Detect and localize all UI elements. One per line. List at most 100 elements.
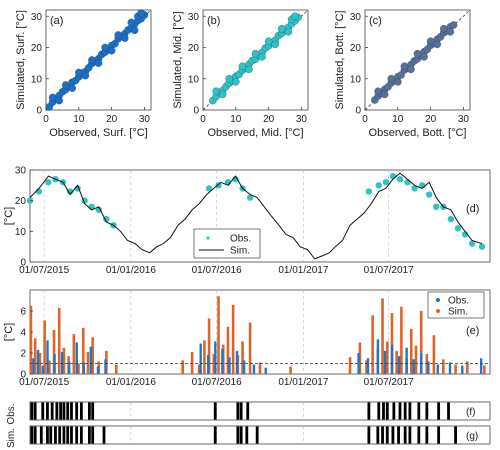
data-point <box>81 71 90 80</box>
data-point <box>225 75 233 83</box>
y-axis-label: Simulated, Bott. [°C] <box>334 10 346 109</box>
event-bar <box>236 426 240 444</box>
event-bar <box>62 402 66 420</box>
x-tick-label: 01/01/2017 <box>278 265 328 276</box>
x-tick-label: 01/07/2017 <box>364 265 414 276</box>
data-point <box>61 81 70 89</box>
event-bar <box>398 402 402 420</box>
y-axis-label: Simulated, Mid. [°C] <box>172 11 184 108</box>
event-bar <box>30 402 34 420</box>
y-tick-label: 30 <box>15 166 27 177</box>
event-bar <box>66 426 70 444</box>
obs-point <box>205 185 213 192</box>
obs-point <box>382 179 390 186</box>
x-tick-label: 01/01/2017 <box>278 377 328 388</box>
event-bar <box>213 402 217 420</box>
data-point <box>245 65 253 74</box>
data-point <box>68 84 77 92</box>
event-bar <box>367 426 371 444</box>
event-bar <box>66 402 70 420</box>
event-bar <box>87 402 91 420</box>
legend-sim-label: Sim. <box>230 246 250 257</box>
y-tick-label: 0 <box>193 106 199 117</box>
data-point <box>400 62 409 71</box>
event-bar <box>245 426 249 444</box>
y-tick-label: 20 <box>188 43 200 54</box>
x-tick-label: 0 <box>362 114 368 125</box>
y-tick-label: 10 <box>188 74 200 85</box>
event-bar <box>425 402 429 420</box>
data-point <box>55 96 63 105</box>
event-bar <box>41 402 45 420</box>
data-point <box>238 62 247 71</box>
x-tick-label: 30 <box>139 114 151 125</box>
event-bar <box>75 426 79 444</box>
data-point <box>291 12 299 20</box>
obs-point <box>215 182 222 189</box>
data-point <box>218 90 227 99</box>
event-bar <box>239 402 243 420</box>
sim-line <box>29 172 483 260</box>
obs-point <box>411 185 418 192</box>
data-point <box>251 50 260 58</box>
y-tick-label: 10 <box>31 74 43 85</box>
plot-frame-b <box>202 9 309 111</box>
event-bar <box>385 426 389 444</box>
strip-y-label: Obs. <box>6 403 17 424</box>
data-point <box>101 43 109 52</box>
data-point <box>394 78 402 86</box>
y-tick-label: 0 <box>36 106 42 117</box>
y-tick-label: 30 <box>31 12 43 23</box>
event-bar <box>385 402 389 420</box>
obs-point <box>447 215 455 223</box>
legend-obs-label: Obs. <box>448 296 469 307</box>
event-bar <box>255 426 259 444</box>
event-bar <box>382 402 385 420</box>
legend-sim-label: Sim. <box>448 307 468 318</box>
event-bar <box>75 402 79 420</box>
data-point <box>114 31 122 39</box>
x-tick-label: 30 <box>296 114 308 125</box>
data-point <box>407 65 415 74</box>
event-bar <box>397 426 400 444</box>
event-bar <box>54 426 57 444</box>
data-point <box>446 28 455 36</box>
panel-label: (b) <box>207 15 220 27</box>
event-bar <box>377 402 381 420</box>
legend-obs-marker <box>436 298 440 302</box>
event-bar <box>246 402 250 420</box>
data-point <box>277 24 286 33</box>
x-tick-label: 20 <box>263 114 275 125</box>
event-bar <box>367 402 371 420</box>
data-point <box>94 59 103 67</box>
x-tick-label: 10 <box>392 114 404 125</box>
event-bar <box>30 426 34 444</box>
strip-frame-f <box>29 401 491 421</box>
event-bar <box>213 426 217 444</box>
obs-point <box>433 203 440 210</box>
obs-point <box>246 194 254 201</box>
x-axis-label: Observed, Bott. [°C] <box>369 127 467 139</box>
y-tick-label: 0 <box>355 106 361 117</box>
event-bar <box>239 426 243 444</box>
event-bar <box>33 426 37 444</box>
x-tick-label: 20 <box>106 114 118 125</box>
y-axis-label: Simulated, Surf. [°C] <box>15 10 27 110</box>
panel-label: (c) <box>369 15 382 27</box>
panel-label: (d) <box>466 203 479 215</box>
event-bar <box>46 426 49 444</box>
obs-point <box>35 188 43 195</box>
legend-sim-marker <box>436 309 440 313</box>
data-point <box>48 93 57 102</box>
obs-point <box>365 188 373 195</box>
y-axis-label: [°C] <box>3 207 15 225</box>
plot-frame-c <box>364 9 471 111</box>
obs-point <box>468 240 476 247</box>
obs-point <box>375 182 382 189</box>
event-bar <box>91 426 95 444</box>
panel-label: (a) <box>50 15 63 27</box>
x-axis-label: Observed, Surf. [°C] <box>49 127 148 139</box>
event-bar <box>403 426 407 444</box>
data-point <box>107 46 116 55</box>
event-bar <box>79 402 83 420</box>
